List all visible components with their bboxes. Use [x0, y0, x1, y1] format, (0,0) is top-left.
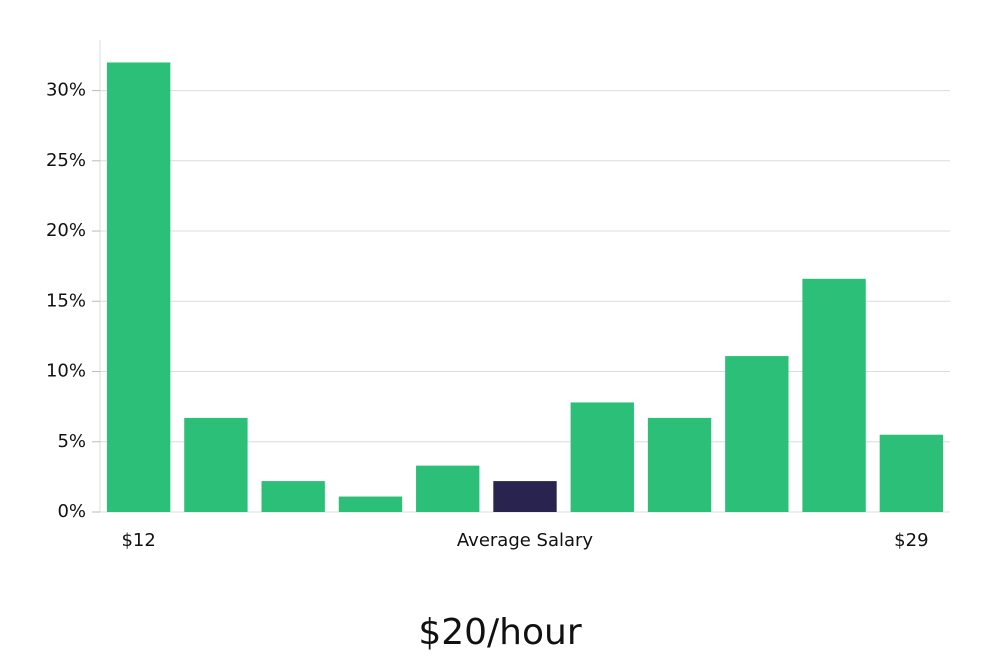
bar	[106, 62, 171, 512]
y-tick-label: 5%	[57, 431, 86, 452]
bar	[184, 417, 248, 512]
y-tick-label: 0%	[57, 501, 86, 522]
bar	[261, 481, 325, 512]
y-tick-label: 20%	[46, 220, 86, 241]
bar	[570, 402, 634, 512]
bar	[338, 496, 403, 512]
y-tick-label: 25%	[46, 150, 86, 171]
bar	[647, 417, 712, 512]
bar	[802, 278, 866, 512]
x-tick-label: $12	[121, 530, 155, 551]
y-tick-label: 10%	[46, 361, 86, 382]
y-tick-label: 30%	[46, 80, 86, 101]
chart-subtitle: $20/hour	[418, 612, 582, 653]
y-tick-label: 15%	[46, 290, 86, 311]
bar	[493, 481, 557, 512]
x-tick-label: Average Salary	[457, 530, 594, 551]
x-tick-label: $29	[894, 530, 928, 551]
bar	[879, 434, 944, 512]
bar	[416, 465, 480, 512]
bar	[725, 356, 789, 512]
